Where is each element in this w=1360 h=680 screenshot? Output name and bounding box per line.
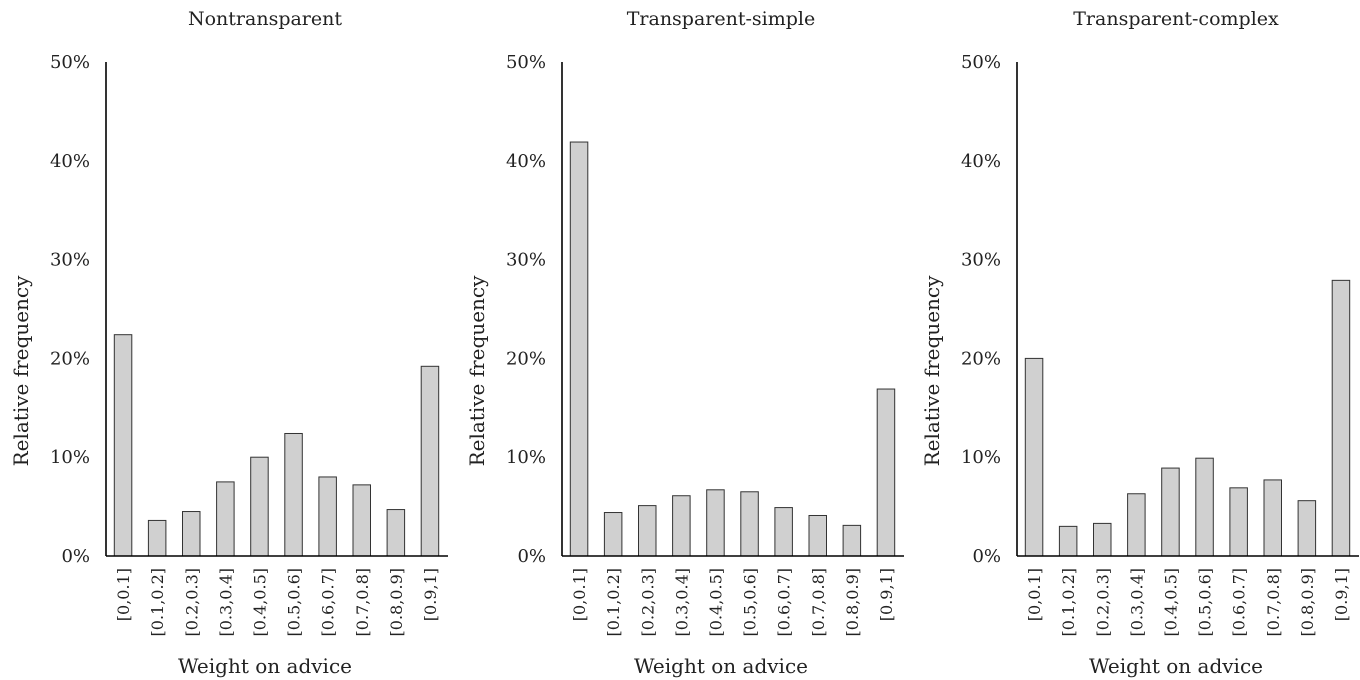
x-axis-label: Weight on advice bbox=[1089, 654, 1263, 678]
x-category-label: [0,0.1] bbox=[114, 568, 133, 621]
x-category-label: [0.1,0.2] bbox=[604, 568, 623, 636]
bar bbox=[386, 509, 406, 557]
bar bbox=[113, 334, 133, 557]
bar bbox=[318, 476, 337, 557]
y-tick-label: 50% bbox=[50, 52, 90, 73]
y-tick-label: 0% bbox=[972, 546, 1001, 567]
bar bbox=[1024, 357, 1044, 557]
y-tick-label: 0% bbox=[517, 546, 546, 567]
y-tick-label: 20% bbox=[50, 348, 90, 369]
x-category-label: [0,0.1] bbox=[570, 568, 589, 621]
y-tick-label: 30% bbox=[50, 250, 90, 271]
bar bbox=[1093, 522, 1112, 557]
x-category-label: [0.7,0.8] bbox=[1264, 568, 1283, 636]
bar bbox=[1263, 479, 1282, 557]
x-category-label: [0.1,0.2] bbox=[1059, 568, 1078, 636]
y-tick-label: 20% bbox=[961, 348, 1001, 369]
chart-title: Nontransparent bbox=[188, 8, 342, 30]
bar bbox=[420, 365, 440, 557]
y-tick-label: 50% bbox=[506, 52, 546, 73]
chart-panel-2: Transparent-simple 0% 10% 20% 30% 40% 50% [0,0.… bbox=[465, 8, 904, 678]
bar bbox=[250, 456, 269, 557]
bar bbox=[216, 481, 235, 557]
y-tick-label: 40% bbox=[506, 151, 546, 172]
bar bbox=[284, 432, 303, 557]
bar bbox=[1127, 493, 1146, 557]
y-tick-label: 30% bbox=[506, 250, 546, 271]
bar bbox=[706, 489, 725, 557]
y-tick-label: 10% bbox=[961, 447, 1001, 468]
chart-panel-1: Nontransparent 0% 10% 20% 30% 40% 50% [0,0.1] [0… bbox=[9, 8, 448, 678]
x-category-label: [0.9,1] bbox=[1332, 568, 1351, 621]
x-category-label: [0.3,0.4] bbox=[672, 568, 691, 636]
x-axis-label: Weight on advice bbox=[634, 654, 808, 678]
bar bbox=[876, 388, 896, 557]
x-category-label: [0.6,0.7] bbox=[775, 568, 794, 636]
x-category-label: [0.6,0.7] bbox=[319, 568, 338, 636]
x-category-label: [0.5,0.6] bbox=[1196, 568, 1215, 636]
x-category-label: [0.7,0.8] bbox=[809, 568, 828, 636]
x-category-label: [0.8,0.9] bbox=[387, 568, 406, 636]
x-category-label: [0.4,0.5] bbox=[250, 568, 269, 636]
bar bbox=[1195, 457, 1214, 557]
bar bbox=[1331, 279, 1351, 557]
x-category-label: [0,0.1] bbox=[1025, 568, 1044, 621]
x-category-label: [0.4,0.5] bbox=[1161, 568, 1180, 636]
bar bbox=[1161, 467, 1180, 557]
x-category-label: [0.5,0.6] bbox=[285, 568, 304, 636]
y-axis-label: Relative frequency bbox=[920, 275, 944, 467]
chart-title: Transparent-complex bbox=[1073, 8, 1279, 30]
bar bbox=[842, 524, 862, 557]
x-category-label: [0.9,1] bbox=[877, 568, 896, 621]
bar bbox=[147, 519, 167, 557]
chart-title: Transparent-simple bbox=[627, 8, 816, 30]
y-tick-label: 0% bbox=[61, 546, 90, 567]
chart-panel-3: Transparent-complex 0% 10% 20% 30% 40% 50% [0,0… bbox=[920, 8, 1359, 678]
bar bbox=[569, 141, 589, 557]
x-category-label: [0.2,0.3] bbox=[638, 568, 657, 636]
y-tick-label: 40% bbox=[961, 151, 1001, 172]
y-tick-label: 10% bbox=[506, 447, 546, 468]
x-category-label: [0.4,0.5] bbox=[706, 568, 725, 636]
bar bbox=[1229, 487, 1248, 557]
x-category-label: [0.8,0.9] bbox=[1298, 568, 1317, 636]
x-category-label: [0.8,0.9] bbox=[843, 568, 862, 636]
x-category-label: [0.1,0.2] bbox=[148, 568, 167, 636]
bar bbox=[740, 491, 759, 557]
y-tick-label: 30% bbox=[961, 250, 1001, 271]
x-axis-label: Weight on advice bbox=[178, 654, 352, 678]
x-category-label: [0.9,1] bbox=[421, 568, 440, 621]
bar bbox=[182, 511, 201, 557]
x-category-label: [0.7,0.8] bbox=[353, 568, 372, 636]
x-category-label: [0.3,0.4] bbox=[1127, 568, 1146, 636]
y-tick-label: 50% bbox=[961, 52, 1001, 73]
bar bbox=[808, 514, 827, 557]
x-category-label: [0.5,0.6] bbox=[741, 568, 760, 636]
y-axis-label: Relative frequency bbox=[9, 275, 33, 467]
x-category-label: [0.3,0.4] bbox=[216, 568, 235, 636]
bar bbox=[1058, 525, 1078, 557]
bar bbox=[672, 495, 691, 557]
x-category-label: [0.2,0.3] bbox=[182, 568, 201, 636]
y-tick-label: 40% bbox=[50, 151, 90, 172]
y-tick-label: 10% bbox=[50, 447, 90, 468]
y-tick-label: 20% bbox=[506, 348, 546, 369]
y-axis-label: Relative frequency bbox=[465, 275, 489, 467]
bar bbox=[638, 505, 657, 557]
bar bbox=[352, 484, 371, 557]
x-category-label: [0.2,0.3] bbox=[1093, 568, 1112, 636]
bar bbox=[774, 507, 793, 557]
bar bbox=[603, 512, 623, 557]
x-category-label: [0.6,0.7] bbox=[1230, 568, 1249, 636]
bar bbox=[1297, 500, 1317, 557]
